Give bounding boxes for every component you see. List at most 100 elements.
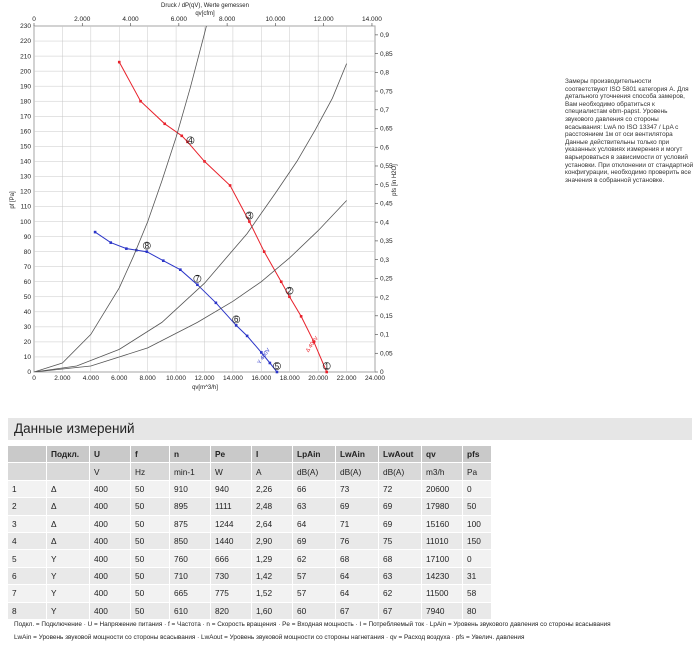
y-tick-label: 220 bbox=[20, 38, 31, 45]
series-line bbox=[94, 231, 278, 372]
table-cell: 150 bbox=[462, 531, 492, 550]
table-cell: 400 bbox=[89, 566, 131, 585]
table-row: 3 Δ 400 50 875 1244 2,64 64 71 69 15160 100 bbox=[8, 514, 492, 533]
unit-cell: min-1 bbox=[169, 462, 211, 481]
table-row: 7 Y 400 50 665 775 1,52 57 64 62 11500 58 bbox=[8, 584, 492, 603]
y-tick-label: 0 bbox=[27, 369, 31, 376]
y-tick-label: 230 bbox=[20, 23, 31, 30]
series-point bbox=[275, 370, 279, 374]
table-cell: 2,26 bbox=[251, 479, 293, 498]
right-tick-label: 0,5 bbox=[380, 182, 389, 189]
x-tick-label: 4.000 bbox=[83, 375, 100, 382]
top-axis-label: qv[cfm] bbox=[195, 11, 215, 17]
right-tick-label: 0,3 bbox=[380, 257, 389, 264]
series-point bbox=[279, 280, 283, 284]
series-point bbox=[186, 140, 189, 144]
table-cell: 2 bbox=[8, 497, 47, 516]
table-cell: 775 bbox=[210, 584, 252, 603]
y-axis-label: pf [Pa] bbox=[10, 191, 16, 209]
measurement-table: Подкл. U f n Pe I LpAin LwAin LwAout qv … bbox=[8, 446, 492, 619]
series-line bbox=[118, 61, 328, 372]
y-tick-label: 200 bbox=[20, 68, 31, 75]
right-tick-label: 0,7 bbox=[380, 107, 389, 114]
table-cell: 64 bbox=[335, 566, 379, 585]
table-cell: 7940 bbox=[421, 601, 463, 619]
series-point bbox=[234, 324, 238, 327]
table-body: 1 Δ 400 50 910 940 2,26 66 73 72 20600 0 2 Δ 400 50 895 1… bbox=[8, 479, 492, 619]
table-cell: 50 bbox=[130, 531, 170, 550]
operating-point-label: 7 bbox=[195, 275, 200, 284]
unit-cell: dB(A) bbox=[378, 462, 422, 481]
y-tick-label: 50 bbox=[24, 294, 32, 301]
unit-cell: m3/h bbox=[421, 462, 463, 481]
right-tick-label: 0,75 bbox=[380, 88, 393, 95]
y-tick-label: 30 bbox=[24, 324, 32, 331]
unit-cell bbox=[8, 462, 47, 481]
table-cell: 67 bbox=[335, 601, 379, 619]
x-tick-label: 12.000 bbox=[195, 375, 215, 382]
series-group bbox=[34, 26, 347, 374]
table-unit-row: V Hz min-1 W A dB(A) dB(A) dB(A) m3/h Pa bbox=[8, 462, 492, 481]
x-tick-label: 16.000 bbox=[251, 375, 271, 382]
table-cell: 73 bbox=[335, 479, 379, 498]
section-bar bbox=[8, 418, 692, 440]
right-tick-label: 0,55 bbox=[380, 163, 393, 170]
top-tick-label: 8.000 bbox=[219, 16, 236, 23]
operating-point-marker bbox=[245, 211, 254, 220]
table-cell: 20600 bbox=[421, 479, 463, 498]
unit-cell: W bbox=[210, 462, 252, 481]
operating-point-marker bbox=[142, 241, 151, 250]
operating-point-label: 6 bbox=[234, 315, 239, 324]
x-tick-label: 8.000 bbox=[140, 375, 157, 382]
table-cell: 100 bbox=[462, 514, 492, 533]
table-cell: 50 bbox=[130, 497, 170, 516]
series-point bbox=[93, 230, 97, 234]
table-cell: 57 bbox=[292, 566, 336, 585]
table-cell: Δ bbox=[46, 479, 90, 498]
series-point bbox=[145, 250, 149, 253]
table-cell: 710 bbox=[169, 566, 211, 585]
series-point bbox=[117, 60, 121, 64]
table-cell: 400 bbox=[89, 531, 131, 550]
x-tick-label: 6.000 bbox=[111, 375, 128, 382]
table-cell: 64 bbox=[335, 584, 379, 603]
table-cell: 50 bbox=[130, 601, 170, 619]
table-cell: 1440 bbox=[210, 531, 252, 550]
table-cell: 50 bbox=[130, 514, 170, 533]
col-header: qv bbox=[421, 446, 463, 463]
y-tick-label: 190 bbox=[20, 83, 31, 90]
table-cell: 760 bbox=[169, 549, 211, 568]
right-tick-label: 0,25 bbox=[380, 276, 393, 283]
operating-point-marker bbox=[322, 362, 331, 370]
y-tick-label: 40 bbox=[24, 309, 32, 316]
col-header: LwAout bbox=[378, 446, 422, 463]
series-point bbox=[163, 122, 167, 126]
system-curve-line bbox=[34, 26, 207, 372]
y-tick-label: 150 bbox=[20, 144, 31, 151]
y-tick-label: 110 bbox=[21, 204, 32, 211]
top-tick-label: 4.000 bbox=[122, 16, 139, 23]
top-tick-label: 0 bbox=[32, 16, 36, 23]
series-point bbox=[325, 370, 328, 374]
table-cell: 850 bbox=[169, 531, 211, 550]
x-tick-label: 0 bbox=[32, 375, 36, 382]
series-point bbox=[312, 340, 316, 344]
y-tick-label: 10 bbox=[24, 354, 32, 361]
table-cell: 11010 bbox=[421, 531, 463, 550]
table-cell: 64 bbox=[292, 514, 336, 533]
table-cell: 3 bbox=[8, 514, 47, 533]
operating-point-label: 5 bbox=[275, 362, 280, 371]
side-note: Замеры производительности соответствуют … bbox=[565, 78, 694, 184]
table-cell: 0 bbox=[462, 549, 492, 568]
series-point bbox=[299, 315, 303, 318]
table-cell: 72 bbox=[378, 479, 422, 498]
table-cell: 665 bbox=[169, 584, 211, 603]
table-cell: 14230 bbox=[421, 566, 463, 585]
y-tick-label: 160 bbox=[20, 129, 31, 136]
y-tick-label: 70 bbox=[24, 264, 32, 271]
table-cell: Y bbox=[46, 549, 90, 568]
y-tick-label: 80 bbox=[24, 249, 32, 256]
table-cell: 400 bbox=[89, 479, 131, 498]
header-caption: Druck / dP(qV), Werte gemessen bbox=[161, 3, 249, 9]
table-cell: 67 bbox=[378, 601, 422, 619]
